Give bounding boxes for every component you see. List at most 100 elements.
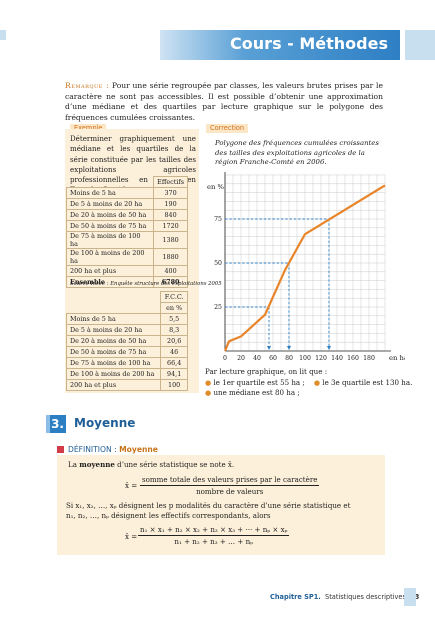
effectifs-row: 200 ha et plus 400: [65, 265, 188, 277]
effectifs-row: Moins de 5 ha 370: [65, 187, 188, 199]
row-label: De 20 à moins de 50 ha: [65, 335, 162, 347]
lecture-row-2: ● une médiane est 80 ha ;: [205, 388, 412, 399]
formula-denominator: n₁ + n₂ + n₃ + … + nₚ: [174, 537, 253, 546]
remark-paragraph: Remarque : Pour une série regroupée par …: [65, 81, 383, 123]
header-banner: Cours - Méthodes: [160, 30, 400, 60]
row-label: 200 ha et plus: [65, 265, 155, 277]
row-label: De 20 à moins de 50 ha: [65, 209, 155, 221]
section-number: 3.: [46, 415, 66, 433]
total-value: 6780: [153, 276, 188, 288]
row-label: De 75 à moins de 100 ha: [65, 357, 162, 369]
page-footer: Chapitre SP1. Statistiques descriptives …: [270, 593, 419, 601]
row-label: De 75 à moins de 100 ha: [65, 231, 155, 249]
fcc-header-unit: en %: [160, 302, 188, 314]
margin-tab-left: [0, 30, 6, 40]
lecture-intro: Par lecture graphique, on lit que :: [205, 367, 328, 376]
bullet-icon: ●: [313, 377, 321, 387]
effectifs-row: De 100 à moins de 200 ha 1880: [65, 248, 188, 266]
fcc-curve: [223, 184, 386, 352]
correction-tag: Correction: [206, 124, 249, 133]
fcc-header: F.C.C.: [160, 291, 188, 303]
example-tag: Exemple: [70, 124, 107, 133]
x-tick-label: 100: [299, 355, 311, 362]
definition-line-1: La moyenne d’une série statistique se no…: [68, 460, 234, 470]
x-axis-label: en ha: [389, 354, 405, 362]
fcc-row: Moins de 5 ha 5,5: [65, 313, 188, 325]
y-tick-label: 75: [214, 216, 222, 223]
effectifs-table: Effectifs Moins de 5 ha 370 De 5 à moins d…: [65, 176, 188, 288]
row-value: 100: [160, 379, 188, 391]
row-label: De 100 à moins de 200 ha: [65, 368, 162, 380]
chart-axes: [224, 172, 391, 352]
definition-name: Moyenne: [119, 445, 158, 454]
y-tick-label: 50: [214, 260, 222, 267]
y-axis-label: en %: [207, 183, 225, 191]
mean-fraction-words: somme totale des valeurs prises par le c…: [140, 475, 320, 496]
lecture-row-1: ● le 1er quartile est 55 ha ; ● le 3e qu…: [205, 378, 412, 389]
fcc-row: De 50 à moins de 75 ha 46: [65, 346, 188, 358]
fcc-row: De 100 à moins de 200 ha 94,1: [65, 368, 188, 380]
fcc-row: 200 ha et plus 100: [65, 379, 188, 391]
effectifs-header: Effectifs: [153, 176, 188, 188]
total-label: Ensemble: [65, 276, 155, 288]
x-tick-label: 40: [253, 355, 261, 362]
row-value: 20,6: [160, 335, 188, 347]
row-label: De 50 à moins de 75 ha: [65, 220, 155, 232]
x-tick-label: 140: [331, 355, 343, 362]
lecture-block: Par lecture graphique, on lit que : ● le…: [205, 367, 412, 399]
row-label: De 100 à moins de 200 ha: [65, 248, 155, 266]
row-label: 200 ha et plus: [65, 379, 162, 391]
fraction-denominator: nombre de valeurs: [196, 487, 264, 496]
row-value: 190: [153, 198, 188, 210]
remark-text: Pour une série regroupée par classes, le…: [65, 81, 383, 122]
bullet-icon: ●: [205, 388, 212, 397]
row-value: 46: [160, 346, 188, 358]
fcc-table: F.C.C. en % Moins de 5 ha 5,5 De 5 à moins…: [65, 291, 188, 391]
median-text: une médiane est 80 ha ;: [213, 388, 300, 397]
reading-arrow-icon: [287, 346, 291, 350]
row-value: 66,4: [160, 357, 188, 369]
x-tick-label: 0: [223, 355, 227, 362]
definition-line-3: n₁, n₂, …, nₚ désignent les effectifs co…: [66, 511, 271, 520]
effectifs-row: De 75 à moins de 100 ha 1380: [65, 231, 188, 249]
bullet-icon: ●: [205, 377, 212, 387]
row-value: 1880: [153, 248, 188, 266]
footer-tab: [404, 588, 416, 606]
row-value: 1380: [153, 231, 188, 249]
third-quartile-text: le 3e quartile est 130 ha.: [322, 377, 413, 387]
square-icon: [57, 446, 64, 453]
row-value: 370: [153, 187, 188, 199]
footer-chapter: Chapitre SP1.: [270, 593, 321, 601]
y-tick-label: 25: [214, 304, 222, 311]
chart-caption: Polygone des fréquences cumulées croissa…: [215, 139, 379, 166]
row-label: Moins de 5 ha: [65, 187, 155, 199]
footer-subject: Statistiques descriptives: [325, 593, 406, 601]
remark-label: Remarque :: [65, 81, 110, 90]
mean-fraction-formula: n₁ × x₁ + n₂ × x₂ + n₃ × x₃ + ··· + nₚ ×…: [138, 525, 290, 546]
def-text-bold: moyenne: [79, 460, 115, 469]
definition-box: [57, 455, 385, 555]
xbar-symbol-1: x̄ =: [125, 481, 138, 490]
def-text-a: La: [68, 460, 80, 469]
x-tick-label: 160: [347, 355, 359, 362]
fcc-row: De 20 à moins de 50 ha 20,6: [65, 335, 188, 347]
definition-header: DÉFINITION : Moyenne: [57, 445, 158, 454]
row-value: 400: [153, 265, 188, 277]
fcc-row: De 75 à moins de 100 ha 66,4: [65, 357, 188, 369]
xbar-symbol-2: x̄ =: [125, 532, 138, 541]
fraction-numerator: somme totale des valeurs prises par le c…: [140, 475, 320, 486]
row-label: De 5 à moins de 20 ha: [65, 198, 155, 210]
row-label: De 5 à moins de 20 ha: [65, 324, 162, 336]
first-quartile-text: le 1er quartile est 55 ha ;: [213, 377, 305, 387]
x-tick-label: 80: [285, 355, 293, 362]
source-note: Source Insee : Enquête structure des exp…: [70, 281, 222, 287]
effectifs-row: De 20 à moins de 50 ha 840: [65, 209, 188, 221]
effectifs-row: De 5 à moins de 20 ha 190: [65, 198, 188, 210]
chart-labels: 0 20 40 60 80 100 120 140 160 180 25 50 75 en % en ha: [207, 183, 405, 362]
formula-numerator: n₁ × x₁ + n₂ × x₂ + n₃ × x₃ + ··· + nₚ ×…: [138, 525, 290, 536]
def-text-c: d’une série statistique se note x̄.: [114, 460, 235, 469]
x-tick-label: 20: [237, 355, 245, 362]
effectifs-row: De 50 à moins de 75 ha 1720: [65, 220, 188, 232]
section-title: Moyenne: [74, 416, 136, 430]
row-value: 8,3: [160, 324, 188, 336]
